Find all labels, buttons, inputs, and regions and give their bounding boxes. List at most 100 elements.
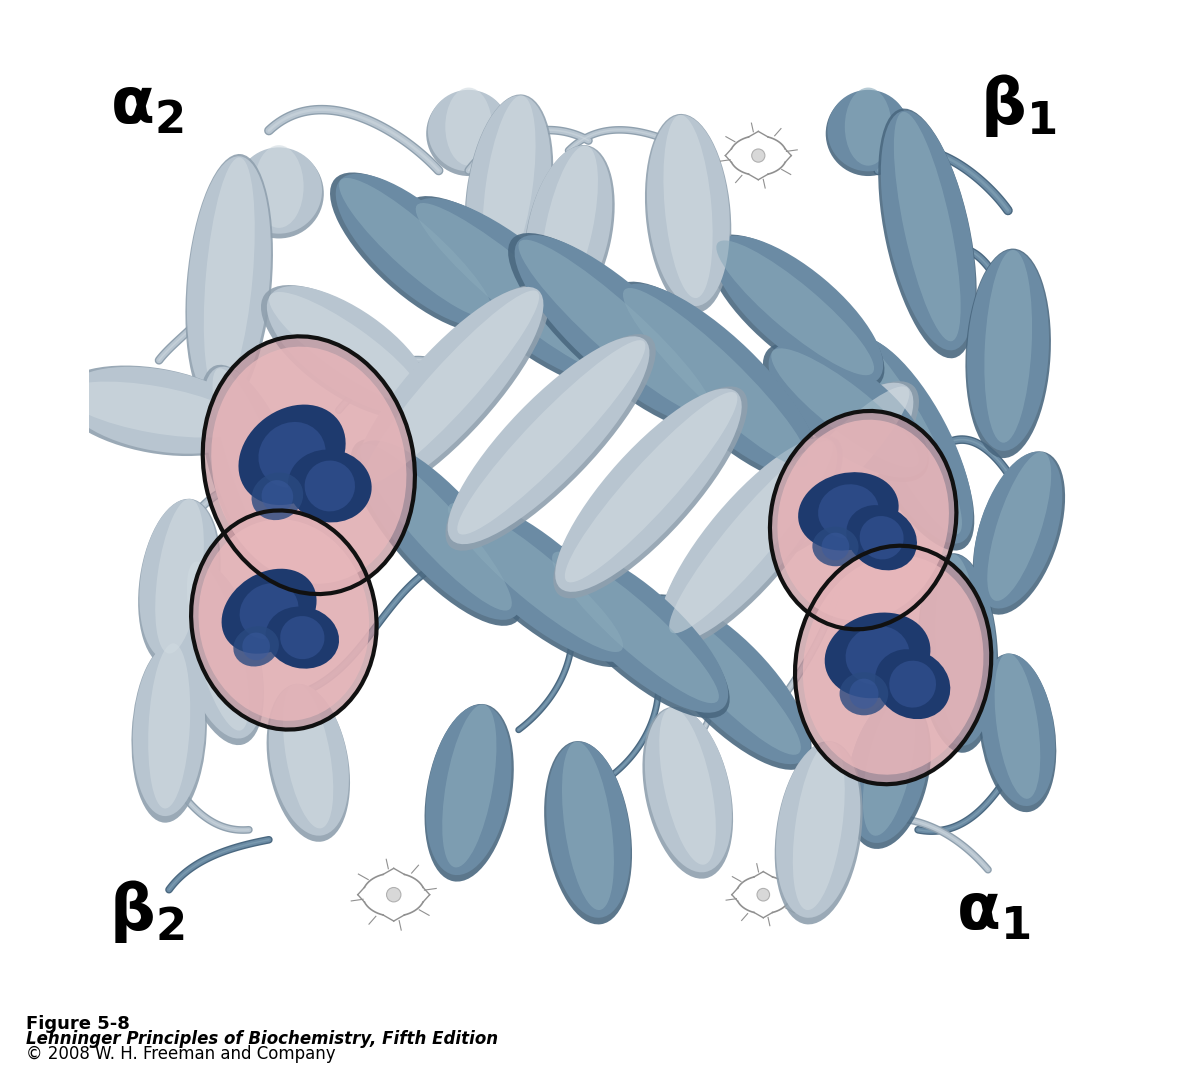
Ellipse shape bbox=[148, 643, 191, 809]
Ellipse shape bbox=[770, 411, 957, 629]
Ellipse shape bbox=[973, 452, 1063, 609]
Text: © 2008 W. H. Freeman and Company: © 2008 W. H. Freeman and Company bbox=[26, 1045, 335, 1063]
Ellipse shape bbox=[980, 654, 1055, 806]
Ellipse shape bbox=[412, 198, 625, 382]
Ellipse shape bbox=[643, 707, 733, 879]
Ellipse shape bbox=[979, 654, 1056, 812]
Ellipse shape bbox=[426, 705, 512, 875]
Ellipse shape bbox=[65, 367, 254, 453]
Ellipse shape bbox=[552, 552, 719, 703]
Ellipse shape bbox=[845, 626, 910, 685]
Ellipse shape bbox=[457, 340, 645, 535]
Ellipse shape bbox=[851, 338, 962, 535]
Text: $\mathbf{\alpha_1}$: $\mathbf{\alpha_1}$ bbox=[956, 881, 1030, 943]
Ellipse shape bbox=[405, 197, 627, 389]
Ellipse shape bbox=[812, 526, 858, 566]
Ellipse shape bbox=[646, 596, 810, 765]
Ellipse shape bbox=[132, 643, 207, 823]
Ellipse shape bbox=[280, 616, 325, 659]
Ellipse shape bbox=[936, 554, 980, 738]
Ellipse shape bbox=[58, 365, 254, 456]
Ellipse shape bbox=[261, 285, 432, 419]
Ellipse shape bbox=[439, 497, 634, 667]
Ellipse shape bbox=[211, 347, 406, 584]
Ellipse shape bbox=[508, 233, 724, 432]
Ellipse shape bbox=[426, 91, 511, 176]
Ellipse shape bbox=[827, 90, 909, 172]
Ellipse shape bbox=[202, 366, 315, 594]
Ellipse shape bbox=[556, 389, 742, 592]
Ellipse shape bbox=[565, 392, 738, 582]
Ellipse shape bbox=[659, 437, 837, 642]
Ellipse shape bbox=[544, 741, 632, 925]
Ellipse shape bbox=[443, 705, 497, 868]
Ellipse shape bbox=[330, 173, 503, 333]
Ellipse shape bbox=[859, 516, 904, 560]
Ellipse shape bbox=[187, 562, 248, 730]
Ellipse shape bbox=[270, 292, 423, 404]
Ellipse shape bbox=[612, 281, 820, 483]
Ellipse shape bbox=[713, 236, 883, 384]
Text: Figure 5-8: Figure 5-8 bbox=[26, 1015, 129, 1033]
Ellipse shape bbox=[261, 480, 293, 512]
Ellipse shape bbox=[213, 368, 302, 584]
Ellipse shape bbox=[282, 683, 333, 828]
Ellipse shape bbox=[561, 741, 614, 910]
Ellipse shape bbox=[965, 248, 1051, 459]
Text: Lehninger Principles of Biochemistry, Fifth Edition: Lehninger Principles of Biochemistry, Fi… bbox=[26, 1030, 498, 1048]
Ellipse shape bbox=[352, 285, 550, 500]
Ellipse shape bbox=[65, 381, 246, 437]
Ellipse shape bbox=[425, 703, 514, 882]
Ellipse shape bbox=[172, 561, 264, 745]
Ellipse shape bbox=[239, 405, 346, 505]
Ellipse shape bbox=[514, 235, 723, 425]
Ellipse shape bbox=[546, 742, 631, 918]
Ellipse shape bbox=[221, 569, 317, 654]
Ellipse shape bbox=[984, 250, 1032, 442]
Ellipse shape bbox=[235, 147, 322, 234]
Ellipse shape bbox=[818, 484, 879, 538]
Ellipse shape bbox=[863, 696, 915, 836]
Ellipse shape bbox=[645, 114, 731, 313]
Ellipse shape bbox=[647, 115, 730, 306]
Ellipse shape bbox=[186, 154, 273, 412]
Ellipse shape bbox=[619, 284, 818, 477]
Ellipse shape bbox=[252, 473, 304, 520]
Ellipse shape bbox=[339, 178, 492, 318]
Ellipse shape bbox=[843, 337, 973, 543]
Ellipse shape bbox=[658, 436, 843, 650]
Ellipse shape bbox=[771, 348, 919, 467]
Ellipse shape bbox=[972, 451, 1065, 614]
Ellipse shape bbox=[763, 343, 929, 482]
Text: $\mathbf{\beta_2}$: $\mathbf{\beta_2}$ bbox=[109, 879, 185, 945]
Ellipse shape bbox=[803, 555, 984, 774]
Ellipse shape bbox=[623, 288, 807, 467]
Ellipse shape bbox=[919, 554, 997, 745]
Ellipse shape bbox=[774, 741, 863, 925]
Ellipse shape bbox=[826, 91, 911, 176]
Circle shape bbox=[752, 149, 765, 162]
Ellipse shape bbox=[351, 439, 523, 626]
Ellipse shape bbox=[988, 452, 1051, 601]
Ellipse shape bbox=[428, 90, 510, 172]
Ellipse shape bbox=[839, 335, 975, 551]
Ellipse shape bbox=[268, 684, 348, 836]
Ellipse shape bbox=[717, 241, 875, 375]
Ellipse shape bbox=[259, 422, 326, 488]
Ellipse shape bbox=[846, 505, 917, 570]
Ellipse shape bbox=[233, 626, 279, 667]
Ellipse shape bbox=[288, 450, 372, 522]
Ellipse shape bbox=[364, 290, 539, 484]
Ellipse shape bbox=[199, 519, 370, 721]
Ellipse shape bbox=[650, 599, 800, 755]
Ellipse shape bbox=[445, 334, 656, 551]
Ellipse shape bbox=[266, 684, 350, 842]
Ellipse shape bbox=[155, 498, 204, 653]
Ellipse shape bbox=[465, 95, 553, 292]
Ellipse shape bbox=[967, 250, 1049, 451]
Ellipse shape bbox=[204, 158, 254, 395]
Ellipse shape bbox=[670, 440, 832, 634]
Ellipse shape bbox=[845, 88, 891, 165]
Ellipse shape bbox=[742, 381, 919, 564]
Ellipse shape bbox=[645, 708, 732, 872]
